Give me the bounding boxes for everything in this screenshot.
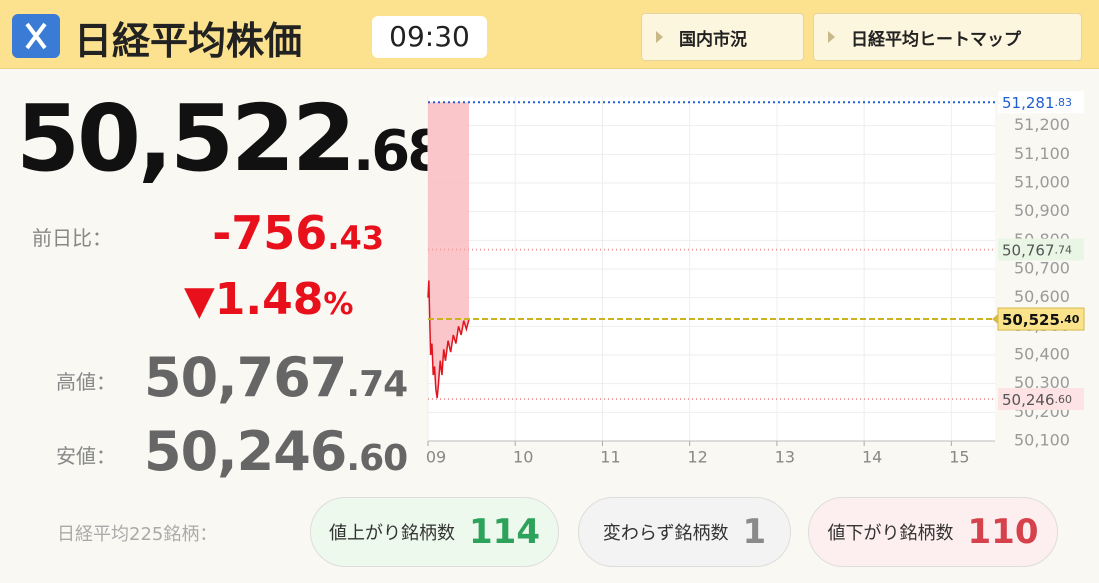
- reference-value: 51,281.83: [1002, 94, 1072, 112]
- reference-value-decimals: .60: [1055, 393, 1073, 406]
- change-label: 前日比：: [32, 226, 112, 250]
- reference-label-box: [998, 387, 1084, 410]
- reference-value-main: 50,767: [1002, 241, 1055, 259]
- reference-label: 50,246.60: [998, 387, 1084, 410]
- market-button[interactable]: 国内市況: [641, 13, 804, 61]
- y-tick-label: 50,100: [1014, 431, 1070, 450]
- arrow: ▼: [184, 278, 215, 324]
- reference-value-decimals: .40: [1060, 313, 1080, 326]
- high-main: 50,767: [144, 346, 347, 409]
- breadth-pill: 値上がり銘柄数 114: [310, 497, 559, 567]
- x-share-icon[interactable]: [12, 14, 60, 58]
- price-main: 50,522: [16, 85, 356, 192]
- y-tick-label: 50,400: [1014, 345, 1070, 364]
- change-main: -756: [212, 206, 328, 260]
- breadth-count: 110: [967, 512, 1039, 552]
- y-tick-label: 51,000: [1014, 173, 1070, 192]
- breadth-count: 1: [742, 512, 767, 552]
- x-tick-label: 14: [862, 448, 882, 467]
- high-label: 高値：: [56, 370, 116, 394]
- low-label: 安値：: [56, 444, 116, 468]
- reference-value: 50,246.60: [1002, 390, 1072, 408]
- time: 09:30: [372, 16, 487, 58]
- low-decimals: .60: [346, 438, 408, 479]
- y-tick-label: 50,700: [1014, 259, 1070, 278]
- y-tick-label: 51,200: [1014, 115, 1070, 134]
- breadth-pill: 値下がり銘柄数 110: [808, 497, 1058, 567]
- x-tick-label: 13: [775, 448, 795, 467]
- y-tick-label: 50,300: [1014, 373, 1070, 392]
- heatmap-button[interactable]: 日経平均ヒートマップ: [813, 13, 1082, 61]
- reference-label: 50,525.40: [992, 307, 1085, 331]
- x-tick-label: 10: [513, 448, 533, 467]
- reference-value-decimals: .74: [1055, 244, 1073, 257]
- reference-label: 50,767.74: [998, 238, 1084, 261]
- reference-label-box: [998, 238, 1084, 261]
- breadth-pill: 変わらず銘柄数 1: [578, 497, 791, 567]
- reference-value-main: 50,525: [1002, 311, 1060, 329]
- reference-value-main: 51,281: [1002, 94, 1055, 112]
- breadth-item-label: 変わらず銘柄数: [602, 523, 729, 544]
- reference-label-box: [998, 91, 1084, 114]
- x-tick-label: 12: [688, 448, 708, 467]
- x-tick-label: 09: [426, 448, 446, 467]
- title: 日経平均株価: [74, 19, 303, 63]
- reference-value-decimals: .83: [1055, 96, 1073, 109]
- reference-value: 50,767.74: [1002, 241, 1072, 259]
- change-percent: ▼1.48%: [184, 274, 353, 325]
- breadth-label: 日経平均225銘柄：: [57, 524, 218, 545]
- breadth-item-label: 値上がり銘柄数: [329, 523, 455, 544]
- chart: 50,10050,20050,30050,40050,50050,60050,7…: [426, 91, 1085, 467]
- x-tick-label: 11: [600, 448, 620, 467]
- low: 50,246.60: [144, 420, 408, 483]
- reference-value-main: 50,246: [1002, 390, 1055, 408]
- change: -756.43: [160, 206, 384, 260]
- x-tick-label: 15: [949, 448, 969, 467]
- price: 50,522.68: [16, 85, 446, 192]
- percent: 1.48: [214, 274, 324, 325]
- y-tick-label: 50,600: [1014, 287, 1070, 306]
- percent-unit: %: [323, 287, 354, 322]
- reference-label: 51,281.83: [998, 91, 1084, 114]
- y-tick-label: 50,900: [1014, 201, 1070, 220]
- breadth-count: 114: [469, 512, 540, 552]
- low-main: 50,246: [144, 420, 347, 483]
- reference-pointer: [992, 314, 998, 325]
- high-decimals: .74: [346, 364, 408, 405]
- high: 50,767.74: [144, 346, 408, 409]
- breadth-item-label: 値下がり銘柄数: [827, 523, 954, 544]
- change-decimals: .43: [327, 219, 384, 257]
- reference-value: 50,525.40: [1002, 311, 1080, 329]
- line: [427, 280, 470, 399]
- header: 日経平均株価 09:30 国内市況 日経平均ヒートマップ: [0, 0, 1099, 69]
- y-tick-label: 51,100: [1014, 144, 1070, 163]
